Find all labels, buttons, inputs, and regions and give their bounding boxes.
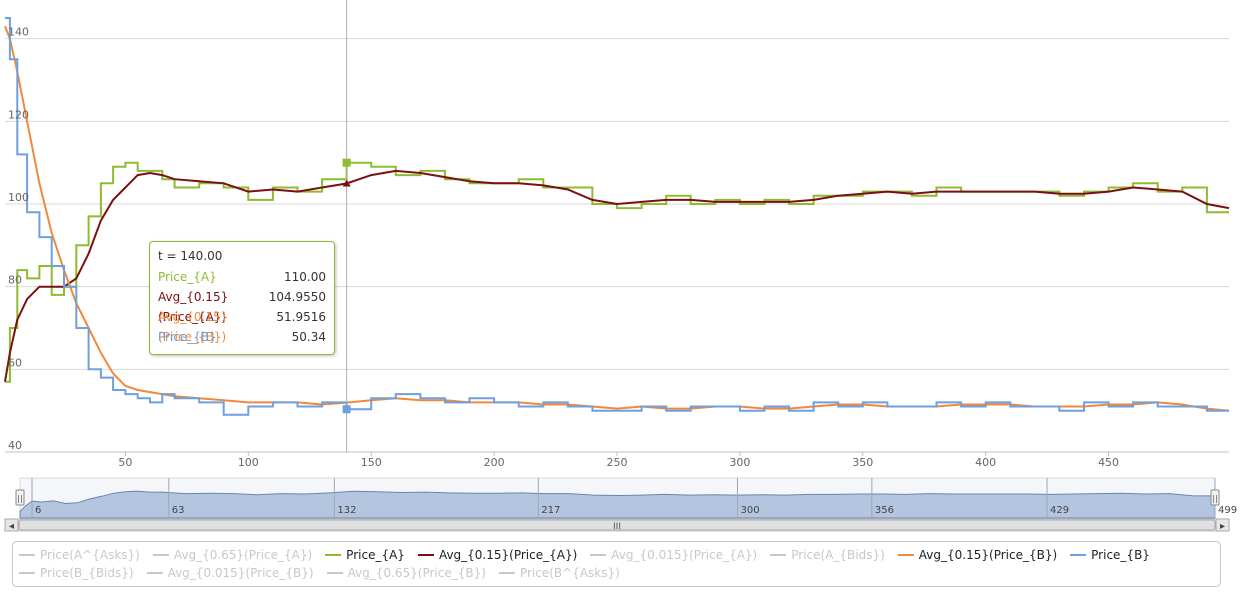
navigator-label: 429 xyxy=(1050,505,1069,516)
legend-item-label: Avg_{0.015}(Price_{B}) xyxy=(167,566,314,580)
scroll-left-button[interactable] xyxy=(4,518,19,532)
legend-swatch-icon xyxy=(498,572,515,574)
legend-item[interactable]: Price_{A} xyxy=(325,546,405,564)
x-tick-label: 200 xyxy=(484,456,505,469)
scroll-right-arrow-icon: ▸ xyxy=(1220,521,1225,532)
legend-item-label: Price_{A} xyxy=(346,548,405,562)
navigator-label: 6 xyxy=(35,505,41,516)
tooltip-title: t = 140.00 xyxy=(158,249,223,263)
legend-item-label: Price(B^{Asks}) xyxy=(519,566,620,580)
navigator[interactable]: 6 63 132 217 300 356 429 499|| ||III◂ ▸ xyxy=(4,477,1237,532)
y-tick-label: 60 xyxy=(8,356,22,369)
y-tick-label: 80 xyxy=(8,274,22,287)
tooltip-row-label: Avg_{0.15}(Price_{A}) xyxy=(158,290,229,324)
legend-swatch-icon xyxy=(590,554,607,556)
handle-grip-icon: || xyxy=(17,494,22,503)
crosshair-layer xyxy=(342,0,351,452)
legend-swatch-icon xyxy=(770,554,787,556)
handle-grip-icon: || xyxy=(1212,494,1217,503)
legend-swatch-icon xyxy=(1070,554,1087,556)
x-tick-label: 350 xyxy=(852,456,873,469)
tooltip-row-label: Price_{A} xyxy=(158,270,217,284)
legend-item[interactable]: Price(A_{Bids}) xyxy=(770,546,885,564)
tooltip-row-value: 50.34 xyxy=(291,330,326,344)
navigator-label: 356 xyxy=(875,505,894,516)
legend-item-label: Price(A_{Bids}) xyxy=(791,548,885,562)
legend-swatch-icon xyxy=(417,554,434,556)
legend-item-label: Avg_{0.15}(Price_{A}) xyxy=(438,548,578,562)
legend-item-label: Avg_{0.65}(Price_{A}) xyxy=(173,548,313,562)
tooltip-row-value: 110.00 xyxy=(284,270,326,284)
scrollbar-grip-icon: III xyxy=(613,522,621,532)
series-line-avg-0-15-price-a xyxy=(4,169,1230,382)
x-tick-label: 50 xyxy=(118,456,132,469)
x-tick-label: 150 xyxy=(361,456,382,469)
y-tick-label: 120 xyxy=(8,108,29,121)
hover-marker-price-b xyxy=(342,405,351,414)
x-tick-label: 300 xyxy=(729,456,750,469)
legend-item[interactable]: Avg_{0.15}(Price_{A}) xyxy=(417,546,578,564)
navigator-label: 300 xyxy=(740,505,759,516)
legend-swatch-icon xyxy=(19,554,35,556)
y-tick-label: 100 xyxy=(8,191,29,204)
navigator-label: 499 xyxy=(1218,505,1237,516)
legend-swatch-icon xyxy=(325,554,342,556)
navigator-right-handle[interactable] xyxy=(1210,489,1220,506)
tooltip-row-value: 51.9516 xyxy=(276,310,326,324)
legend: Price(A^{Asks}) Avg_{0.65}(Price_{A}) Pric… xyxy=(12,541,1221,587)
tooltip-row-label: Price_{B} xyxy=(158,330,217,344)
main-chart[interactable]: 40 60 80 100 120 140 50 100 150 200 250 300 350 400 45… xyxy=(0,0,1241,540)
legend-item[interactable]: Price_{B} xyxy=(1070,546,1150,564)
tooltip-row: Avg_{0.15}(Price_{B}) 51.9516 xyxy=(158,307,326,344)
legend-item[interactable]: Price(B^{Asks}) xyxy=(498,564,620,582)
legend-item[interactable]: Avg_{0.65}(Price_{B}) xyxy=(326,564,486,582)
legend-swatch-icon xyxy=(19,572,35,574)
legend-item-label: Price_{B} xyxy=(1091,548,1150,562)
legend-item[interactable]: Avg_{0.015}(Price_{B}) xyxy=(146,564,314,582)
tooltip-row-value: 104.9550 xyxy=(268,290,326,304)
legend-swatch-icon xyxy=(152,554,169,556)
x-tick-label: 400 xyxy=(975,456,996,469)
legend-item[interactable]: Avg_{0.65}(Price_{A}) xyxy=(152,546,313,564)
y-tick-label: 140 xyxy=(8,26,29,39)
x-tick-label: 250 xyxy=(607,456,628,469)
legend-item-label: Avg_{0.015}(Price_{A}) xyxy=(611,548,758,562)
legend-item-label: Avg_{0.15}(Price_{B}) xyxy=(918,548,1058,562)
x-tick-label: 100 xyxy=(238,456,259,469)
tooltip-row: Price_{A} 110.00 xyxy=(158,267,326,287)
legend-item-label: Price(B_{Bids}) xyxy=(40,566,134,580)
scroll-left-arrow-icon: ◂ xyxy=(9,521,14,532)
legend-swatch-icon xyxy=(146,572,163,574)
axis-layer: 40 60 80 100 120 140 50 100 150 200 250 300 350 400 45… xyxy=(5,26,1229,469)
legend-item-label: Price(A^{Asks}) xyxy=(40,548,140,562)
navigator-label: 132 xyxy=(337,505,356,516)
hover-marker-price-a xyxy=(342,158,351,167)
x-tick-label: 450 xyxy=(1098,456,1119,469)
navigator-area xyxy=(19,490,1216,519)
series-line-price-b xyxy=(5,17,1229,416)
tooltip-row: Price_{B} 50.34 xyxy=(158,327,326,347)
legend-item-label: Avg_{0.65}(Price_{B}) xyxy=(347,566,486,580)
scrollbar-thumb[interactable] xyxy=(18,519,1216,531)
tooltip-row-label: Avg_{0.15}(Price_{B}) xyxy=(158,310,229,344)
legend-swatch-icon xyxy=(326,572,343,574)
navigator-label: 217 xyxy=(541,505,560,516)
tooltip: t = 140.00 Price_{A} 110.00 Avg_{0.15}(P… xyxy=(149,241,335,355)
legend-item[interactable]: Avg_{0.15}(Price_{B}) xyxy=(897,546,1058,564)
legend-swatch-icon xyxy=(897,554,914,556)
series-layer xyxy=(4,17,1230,416)
legend-item[interactable]: Price(B_{Bids}) xyxy=(19,564,134,582)
legend-item[interactable]: Avg_{0.015}(Price_{A}) xyxy=(590,546,757,564)
y-tick-label: 40 xyxy=(8,439,22,452)
navigator-left-handle[interactable] xyxy=(15,489,25,506)
hover-marker-avg-a xyxy=(342,179,351,187)
legend-item[interactable]: Price(A^{Asks}) xyxy=(19,546,140,564)
tooltip-row: Avg_{0.15}(Price_{A}) 104.9550 xyxy=(158,287,326,324)
navigator-label: 63 xyxy=(172,505,185,516)
scroll-right-button[interactable] xyxy=(1215,518,1230,532)
